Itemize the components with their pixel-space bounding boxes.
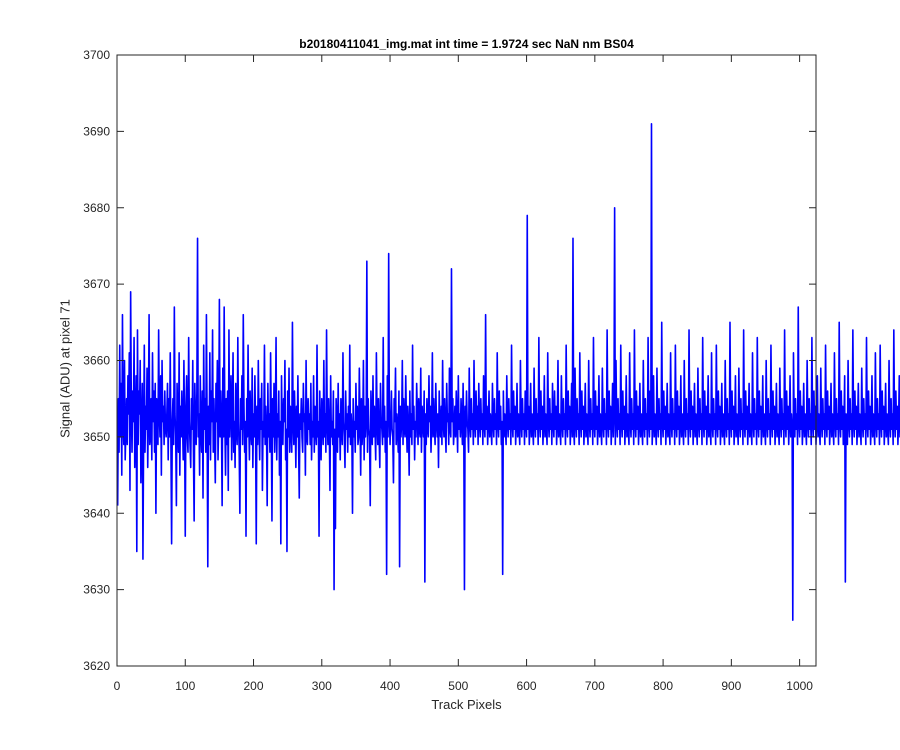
- x-tick-label: 600: [517, 679, 537, 693]
- y-tick-label: 3660: [83, 354, 110, 368]
- y-tick-label: 3620: [83, 659, 110, 673]
- y-axis-ticks: 3620 3630 3640 3650 3660 3670 3680 3690 3700: [83, 48, 816, 673]
- x-tick-label: 800: [653, 679, 673, 693]
- series-line-0: [116, 122, 900, 621]
- y-tick-label: 3700: [83, 48, 110, 62]
- y-tick-label: 3640: [83, 506, 110, 520]
- x-axis-label: Track Pixels: [431, 697, 502, 712]
- x-tick-label: 100: [175, 679, 195, 693]
- series-layer: [116, 122, 900, 621]
- x-tick-label: 900: [721, 679, 741, 693]
- chart-title: b20180411041_img.mat int time = 1.9724 s…: [299, 37, 634, 51]
- x-tick-label: 400: [380, 679, 400, 693]
- y-axis-label: Signal (ADU) at pixel 71: [57, 299, 73, 438]
- x-tick-label: 300: [312, 679, 332, 693]
- y-tick-label: 3650: [83, 430, 110, 444]
- x-tick-label: 700: [585, 679, 605, 693]
- y-tick-label: 3630: [83, 583, 110, 597]
- x-tick-label: 200: [244, 679, 264, 693]
- x-tick-label: 500: [448, 679, 468, 693]
- x-tick-label: 1000: [786, 679, 813, 693]
- x-axis-ticks: 0 100 200 300 400 500 600 700 800 900 1000: [114, 55, 813, 693]
- y-tick-label: 3680: [83, 201, 110, 215]
- y-tick-label: 3670: [83, 277, 110, 291]
- x-tick-label: 0: [114, 679, 121, 693]
- y-tick-label: 3690: [83, 124, 110, 138]
